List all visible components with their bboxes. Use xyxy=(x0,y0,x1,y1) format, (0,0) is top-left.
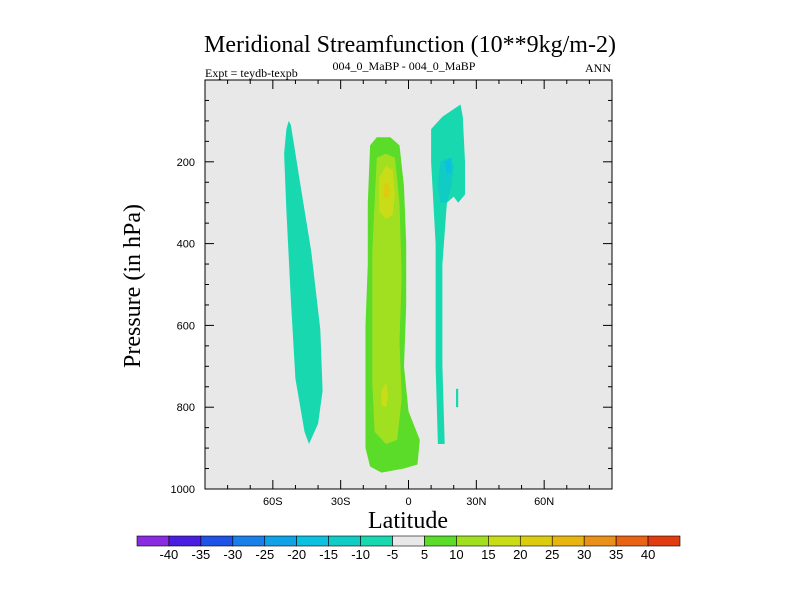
colorbar-label: -35 xyxy=(192,547,211,562)
colorbar-label: 10 xyxy=(449,547,463,562)
colorbar-label: 35 xyxy=(609,547,623,562)
colorbar-swatch xyxy=(583,535,617,547)
colorbar-swatch xyxy=(136,535,170,547)
colorbar-label: -10 xyxy=(351,547,370,562)
contour-region-tropical-20-upper xyxy=(383,182,391,199)
colorbar-swatch xyxy=(647,535,681,547)
chart-title: Meridional Streamfunction (10**9kg/m-2) xyxy=(204,32,616,58)
colorbar-swatch xyxy=(264,535,298,547)
y-tick-label: 800 xyxy=(177,402,195,414)
y-axis-label: Pressure (in hPa) xyxy=(120,204,146,368)
colorbar-label: -30 xyxy=(223,547,242,562)
x-tick-label: 0 xyxy=(405,496,411,508)
colorbar-swatch xyxy=(519,535,553,547)
colorbar-label: 20 xyxy=(513,547,527,562)
colorbar-label: 25 xyxy=(545,547,559,562)
x-axis-label: Latitude xyxy=(368,508,448,534)
colorbar-label: 40 xyxy=(641,547,655,562)
colorbar-label: 30 xyxy=(577,547,591,562)
colorbar-label: -5 xyxy=(387,547,399,562)
chart-subtitle-left: Expt = teydb-texpb xyxy=(205,66,298,80)
contour-region-tropical-10-core xyxy=(372,153,402,444)
colorbar-swatch xyxy=(232,535,266,547)
contour-region-tropical-15-lower xyxy=(381,382,389,408)
colorbar-label: 15 xyxy=(481,547,495,562)
colorbar-swatch xyxy=(392,535,425,547)
colorbar-swatch xyxy=(328,535,361,547)
colorbar-swatch xyxy=(168,535,202,547)
contour-region-small-negative-patch xyxy=(456,388,459,408)
colorbar-label: 5 xyxy=(421,547,428,562)
x-tick-label: 60S xyxy=(263,496,283,508)
chart-axes: 60S 30S 0 30N 60N 200 400 600 800 1000 xyxy=(171,80,612,508)
colorbar-label: -25 xyxy=(255,547,274,562)
colorbar: -40 -35 -30 -25 -20 -15 -10 -5 5 10 15 20 25 30 35 40 xyxy=(136,535,681,562)
x-tick-label: 60N xyxy=(534,496,554,508)
contour-region-northern-15-core xyxy=(444,157,452,175)
colorbar-swatch xyxy=(615,535,649,547)
y-tick-label: 600 xyxy=(177,320,195,332)
colorbar-swatch xyxy=(551,535,585,547)
colorbar-swatch xyxy=(200,535,234,547)
colorbar-swatch xyxy=(360,535,393,547)
colorbar-swatch xyxy=(456,535,489,547)
chart-subtitle-right: ANN xyxy=(585,61,611,75)
colorbar-swatch xyxy=(488,535,521,547)
colorbar-label: -20 xyxy=(287,547,306,562)
x-tick-label: 30S xyxy=(331,496,351,508)
chart-subtitle-center: 004_0_MaBP - 004_0_MaBP xyxy=(333,59,476,73)
x-tick-label: 30N xyxy=(466,496,486,508)
y-tick-label: 200 xyxy=(177,157,195,169)
colorbar-swatch xyxy=(296,535,329,547)
colorbar-swatch xyxy=(424,535,457,547)
colorbar-label: -15 xyxy=(319,547,338,562)
contour-regions xyxy=(284,104,465,473)
colorbar-label: -40 xyxy=(160,547,179,562)
y-tick-label: 1000 xyxy=(171,484,195,496)
y-tick-label: 400 xyxy=(177,239,195,251)
contour-region-southern-negative-cell xyxy=(284,120,323,445)
